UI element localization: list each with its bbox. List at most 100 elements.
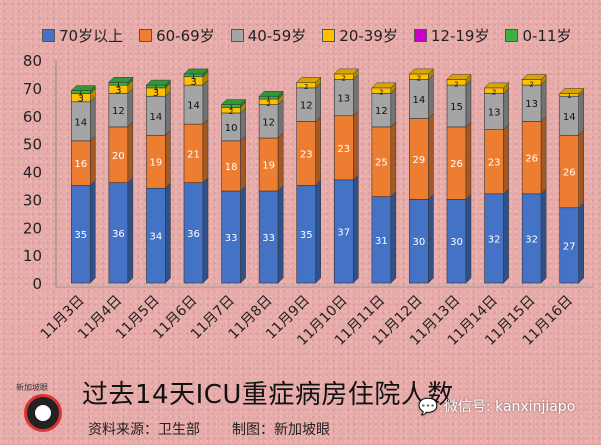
bar-top — [183, 68, 209, 75]
data-label: 33 — [225, 233, 238, 244]
data-label: 37 — [337, 227, 350, 238]
bar-segment-side — [428, 112, 434, 200]
data-label: 10 — [225, 123, 238, 134]
data-label: 1 — [154, 83, 158, 91]
bar-segment-side — [578, 129, 584, 209]
legend-item: 0-11岁 — [505, 25, 572, 46]
bar-top — [108, 77, 134, 83]
data-label: 1 — [567, 92, 571, 100]
bar-segment-side — [540, 115, 547, 195]
data-label: 33 — [262, 233, 275, 244]
bar-segment-side — [353, 174, 359, 284]
data-label: 19 — [150, 158, 163, 169]
bar-segment-side — [202, 79, 209, 125]
bar-segment-side — [390, 190, 397, 284]
data-label: 21 — [187, 149, 200, 160]
bar-segment-side — [315, 115, 321, 187]
data-label: 36 — [187, 229, 200, 240]
data-label: 31 — [375, 236, 388, 247]
bar-segment-side — [127, 87, 134, 128]
bar-segment-side — [127, 121, 134, 184]
chart-subtitle: 资料来源：卫生部 制图：新加坡眼 — [88, 419, 548, 439]
data-label: 2 — [417, 75, 421, 83]
bar-segment-side — [465, 79, 472, 128]
bar-segment-side — [165, 129, 171, 189]
data-label: 1 — [266, 95, 270, 103]
legend-swatch — [42, 28, 55, 42]
data-label: 2 — [342, 75, 346, 83]
data-label: 26 — [563, 168, 576, 179]
bar-top — [521, 74, 547, 80]
data-label: 18 — [225, 162, 238, 173]
data-label: 30 — [450, 237, 463, 248]
bar-segment-side — [90, 135, 96, 187]
bar-segment-side — [165, 90, 171, 136]
legend-swatch — [139, 28, 153, 42]
bar-segment-side — [127, 177, 134, 284]
wechat-watermark: 💬 微信号: kanxinjiapo — [418, 396, 575, 416]
bar-segment-side — [503, 87, 509, 131]
bar-top — [258, 90, 284, 97]
bar-segment-side — [90, 179, 96, 284]
bar-segment-side — [578, 202, 584, 284]
bar-segment-side — [390, 121, 397, 198]
chart-legend: 70岁以上 60-69岁 40-59岁 20-39岁 12-19岁 0-11岁 — [42, 24, 572, 46]
wechat-icon: 💬 — [418, 396, 438, 416]
bar-segment-side — [315, 82, 321, 122]
data-label: 29 — [413, 155, 426, 166]
legend-swatch — [505, 28, 519, 42]
credit-label: 制图：新加坡眼 — [232, 422, 330, 438]
data-label: 20 — [112, 151, 125, 162]
data-label: 14 — [563, 112, 576, 123]
bar-top — [371, 82, 397, 89]
bar-segment-side — [277, 98, 284, 139]
bar-top — [220, 99, 247, 105]
data-label: 2 — [492, 89, 496, 97]
data-label: 16 — [74, 159, 87, 170]
bar-segment-side — [277, 132, 284, 192]
data-label: 27 — [563, 241, 576, 252]
data-label: 1 — [229, 103, 233, 111]
data-label: 2 — [304, 83, 308, 91]
brand-logo: 新加坡眼 — [12, 382, 70, 432]
bar-segment-side — [503, 188, 509, 284]
bar-top — [483, 82, 510, 89]
bar-segment-side — [202, 177, 209, 284]
y-tick-label: 20 — [23, 219, 42, 237]
logo-text: 新加坡眼 — [16, 383, 48, 392]
bar-segment-side — [465, 121, 472, 200]
data-label: 13 — [488, 108, 501, 119]
bar-segment-side — [503, 124, 509, 195]
data-label: 1 — [116, 81, 120, 89]
data-label: 32 — [488, 234, 501, 245]
data-label: 13 — [525, 99, 538, 110]
data-label: 23 — [488, 158, 501, 169]
bar-top — [145, 79, 172, 86]
bar-segment-side — [540, 188, 547, 284]
source-label: 资料来源：卫生部 — [88, 422, 200, 438]
bar-top — [296, 77, 322, 83]
data-label: 15 — [450, 102, 463, 113]
data-label: 3 — [190, 77, 196, 88]
bar-top — [333, 68, 359, 75]
legend-swatch — [413, 28, 427, 42]
data-label: 12 — [112, 106, 125, 117]
data-label: 3 — [153, 88, 159, 99]
data-label: 14 — [187, 101, 200, 112]
data-label: 14 — [150, 112, 163, 123]
bar-segment-side — [165, 182, 171, 284]
bar-segment-side — [240, 185, 246, 284]
bar-top — [559, 88, 585, 94]
data-label: 26 — [525, 154, 538, 165]
data-label: 35 — [300, 230, 313, 241]
chart-title: 过去14天ICU重症病房住院人数 — [82, 380, 454, 410]
legend-swatch — [230, 28, 244, 42]
legend-label: 20-39岁 — [339, 26, 398, 45]
data-label: 1 — [79, 89, 83, 97]
bar-segment-side — [90, 96, 96, 142]
data-label: 2 — [266, 100, 270, 108]
data-label: 23 — [300, 149, 313, 160]
bar-top — [70, 85, 96, 91]
data-label: 19 — [262, 161, 275, 172]
legend-item: 40-59岁 — [230, 25, 306, 46]
